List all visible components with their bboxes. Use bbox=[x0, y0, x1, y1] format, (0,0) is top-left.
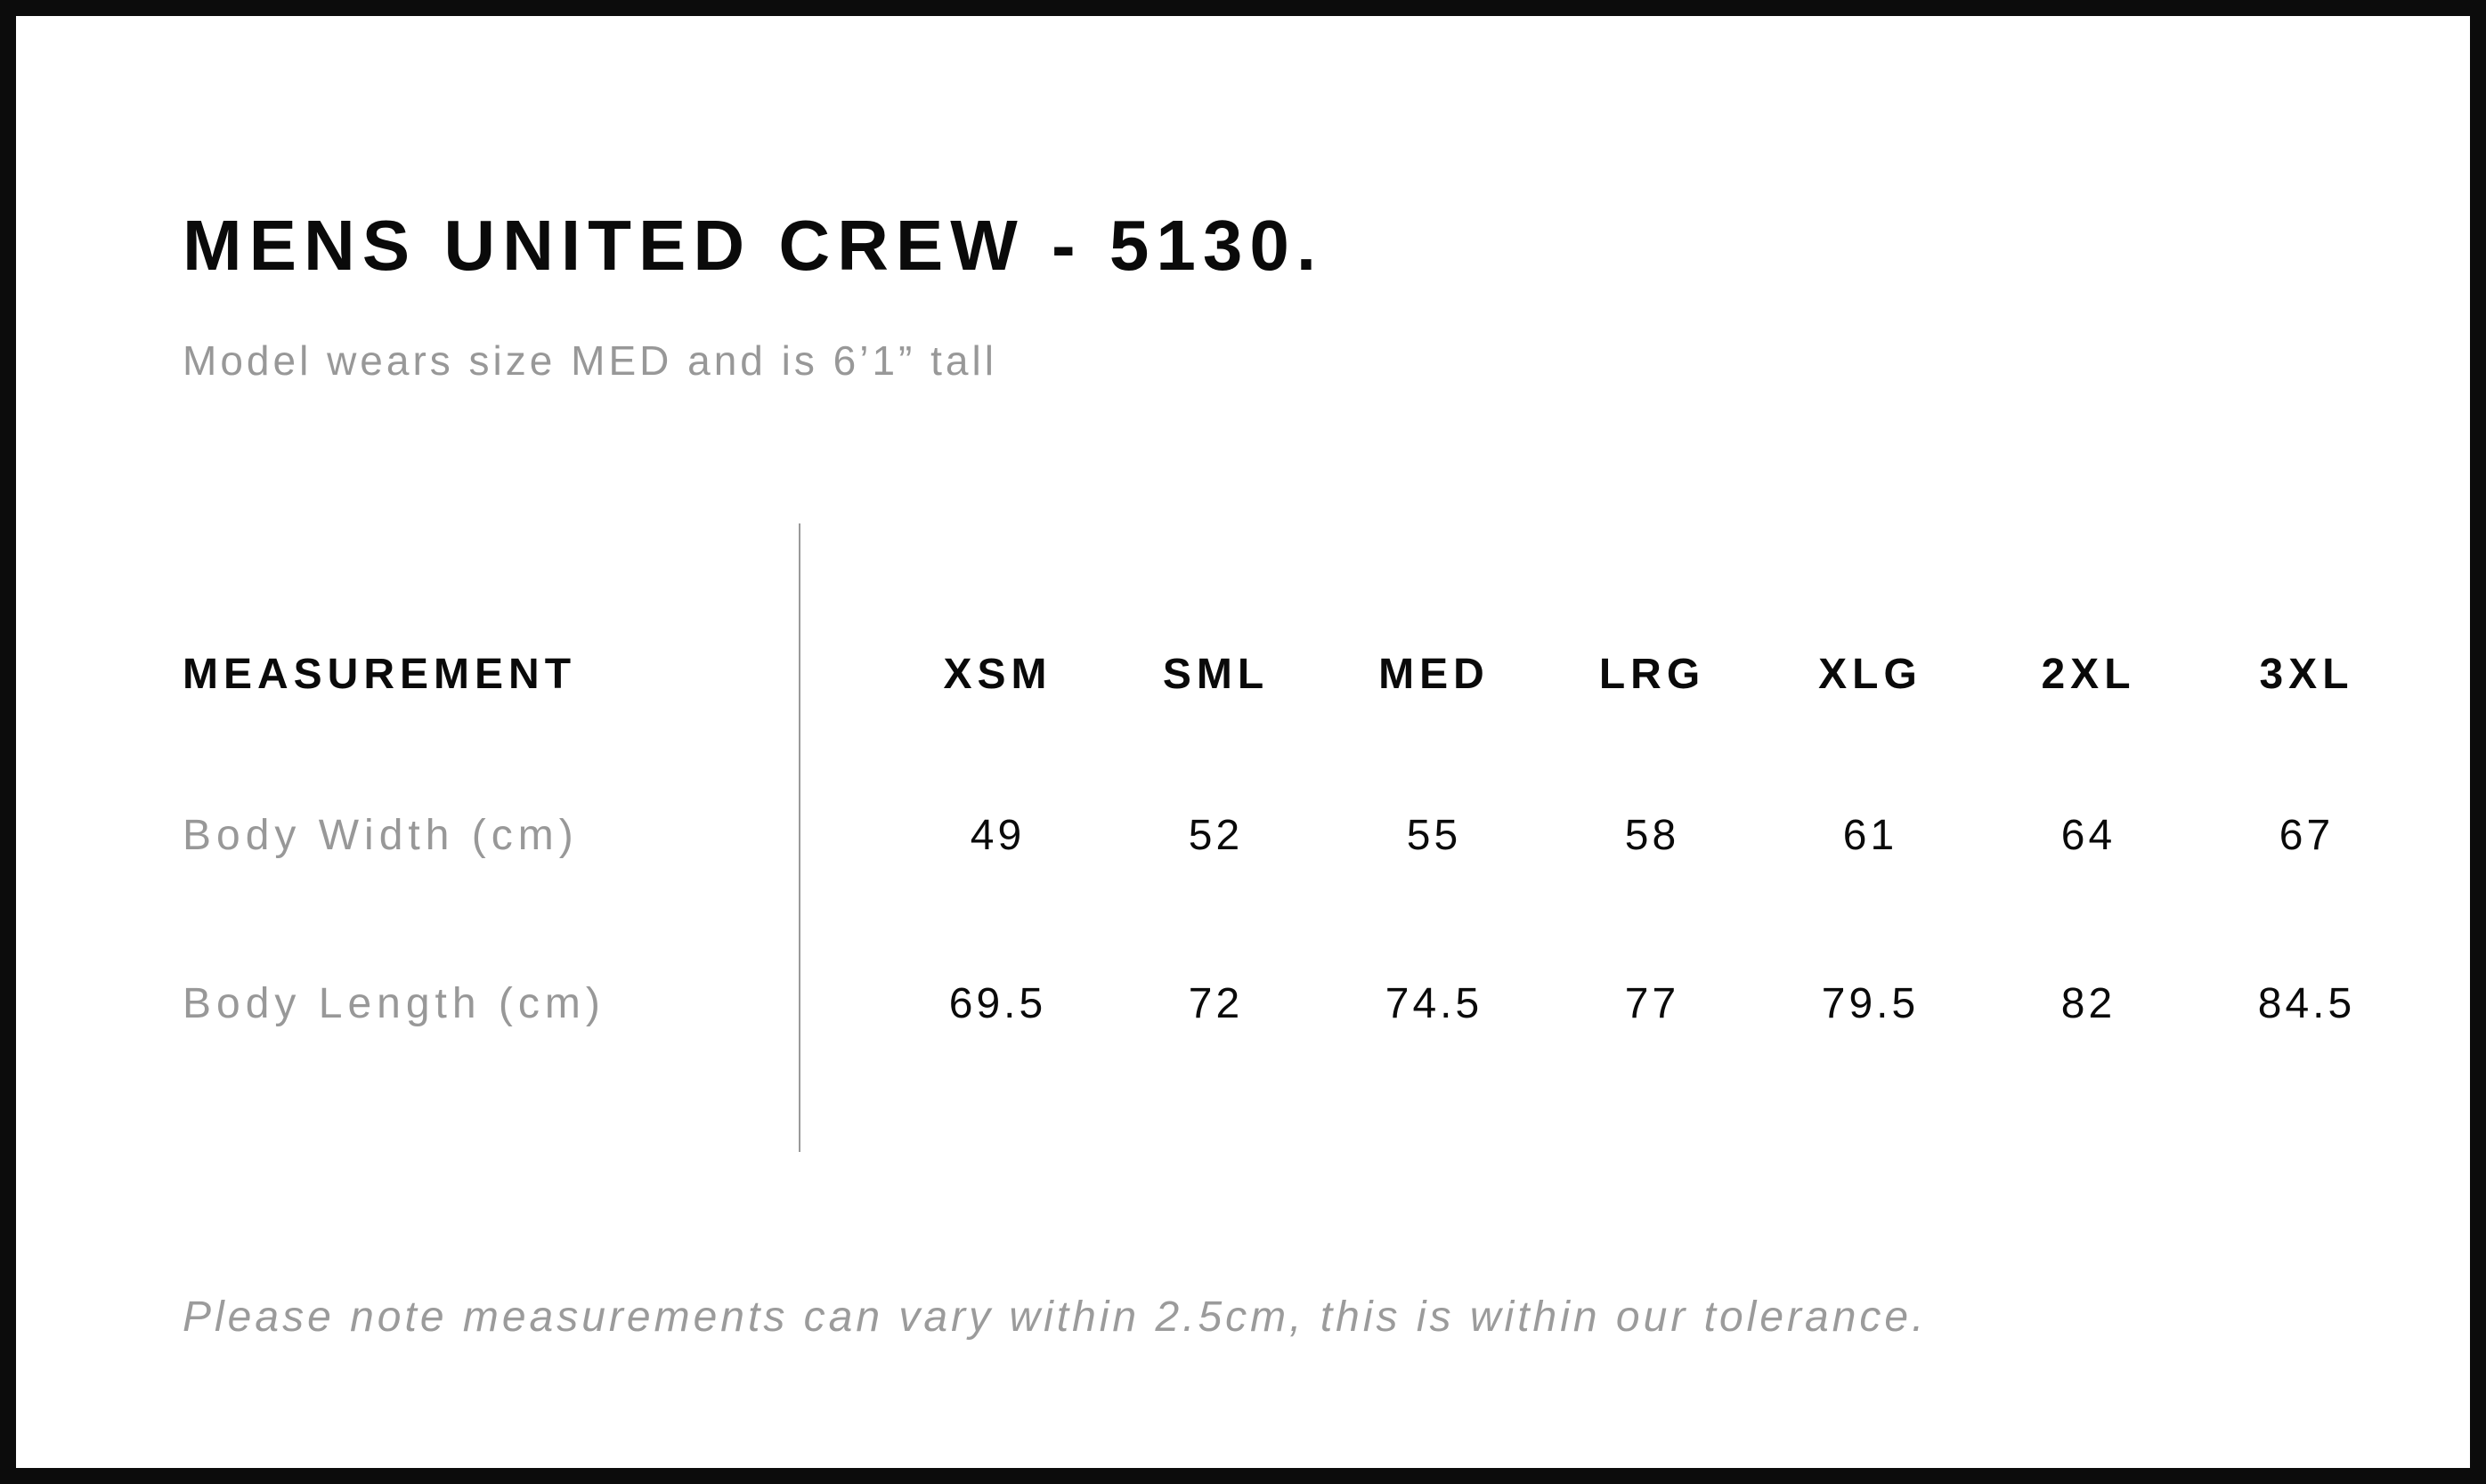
measurement-column-header: MEASUREMENT bbox=[183, 651, 577, 698]
table-row-body-width: Body Width (cm) 49 52 55 58 61 64 67 bbox=[183, 814, 2416, 858]
size-header-sml: SML bbox=[1162, 651, 1270, 698]
body-width-2xl-value: 64 bbox=[2060, 812, 2116, 859]
size-header-xsm: XSM bbox=[943, 651, 1052, 698]
row-label-body-width: Body Width (cm) bbox=[183, 812, 579, 859]
table-header-row: MEASUREMENT XSM SML MED LRG XLG 2XL 3XL bbox=[183, 653, 2416, 697]
body-length-3xl-value: 84.5 bbox=[2257, 980, 2356, 1027]
row-label-body-length: Body Length (cm) bbox=[183, 980, 605, 1027]
body-length-2xl-value: 82 bbox=[2060, 980, 2116, 1027]
body-width-lrg-value: 58 bbox=[1624, 812, 1680, 859]
size-header-xlg: XLG bbox=[1818, 651, 1922, 698]
body-width-sml-value: 52 bbox=[1188, 812, 1244, 859]
body-length-med-value: 74.5 bbox=[1385, 980, 1483, 1027]
size-header-lrg: LRG bbox=[1598, 651, 1706, 698]
body-width-xlg-value: 61 bbox=[1842, 812, 1898, 859]
body-width-med-value: 55 bbox=[1406, 812, 1462, 859]
tolerance-note: Please note measurements can vary within… bbox=[183, 1293, 1928, 1341]
body-length-xlg-value: 79.5 bbox=[1821, 980, 1920, 1027]
table-row-body-length: Body Length (cm) 69.5 72 74.5 77 79.5 82… bbox=[183, 982, 2416, 1026]
body-width-3xl-value: 67 bbox=[2279, 812, 2335, 859]
size-header-med: MED bbox=[1378, 651, 1490, 698]
body-width-xsm-value: 49 bbox=[970, 812, 1026, 859]
size-header-2xl: 2XL bbox=[2041, 651, 2136, 698]
table-vertical-divider bbox=[799, 523, 800, 1152]
body-length-xsm-value: 69.5 bbox=[948, 980, 1047, 1027]
size-table: MEASUREMENT XSM SML MED LRG XLG 2XL 3XL … bbox=[183, 653, 2416, 1026]
body-length-lrg-value: 77 bbox=[1624, 980, 1680, 1027]
model-info-text: Model wears size MED and is 6’1” tall bbox=[183, 337, 997, 384]
size-header-3xl: 3XL bbox=[2259, 651, 2354, 698]
body-length-sml-value: 72 bbox=[1188, 980, 1244, 1027]
page-title: MENS UNITED CREW - 5130. bbox=[183, 206, 1324, 285]
